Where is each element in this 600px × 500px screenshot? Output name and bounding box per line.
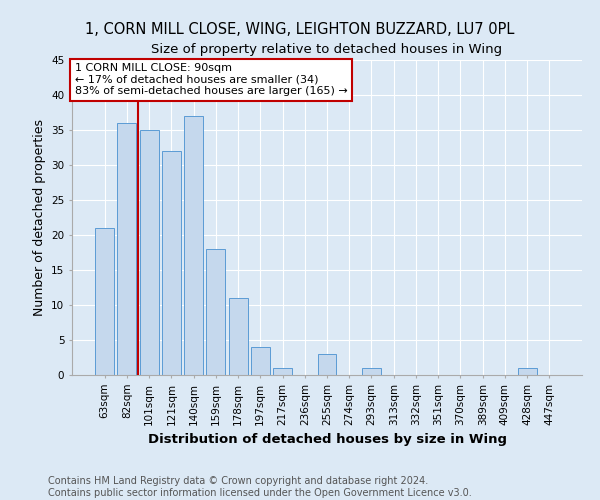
Title: Size of property relative to detached houses in Wing: Size of property relative to detached ho… <box>151 43 503 56</box>
Bar <box>362 368 381 375</box>
Bar <box>273 368 292 375</box>
Bar <box>317 354 337 375</box>
Bar <box>206 249 225 375</box>
Bar <box>118 123 136 375</box>
Bar <box>229 298 248 375</box>
Bar <box>162 151 181 375</box>
Text: Contains HM Land Registry data © Crown copyright and database right 2024.
Contai: Contains HM Land Registry data © Crown c… <box>48 476 472 498</box>
Bar <box>518 368 536 375</box>
Text: 1, CORN MILL CLOSE, WING, LEIGHTON BUZZARD, LU7 0PL: 1, CORN MILL CLOSE, WING, LEIGHTON BUZZA… <box>85 22 515 38</box>
Bar <box>251 347 270 375</box>
Bar <box>95 228 114 375</box>
Bar <box>184 116 203 375</box>
X-axis label: Distribution of detached houses by size in Wing: Distribution of detached houses by size … <box>148 433 506 446</box>
Bar <box>140 130 158 375</box>
Y-axis label: Number of detached properties: Number of detached properties <box>32 119 46 316</box>
Text: 1 CORN MILL CLOSE: 90sqm
← 17% of detached houses are smaller (34)
83% of semi-d: 1 CORN MILL CLOSE: 90sqm ← 17% of detach… <box>74 63 347 96</box>
